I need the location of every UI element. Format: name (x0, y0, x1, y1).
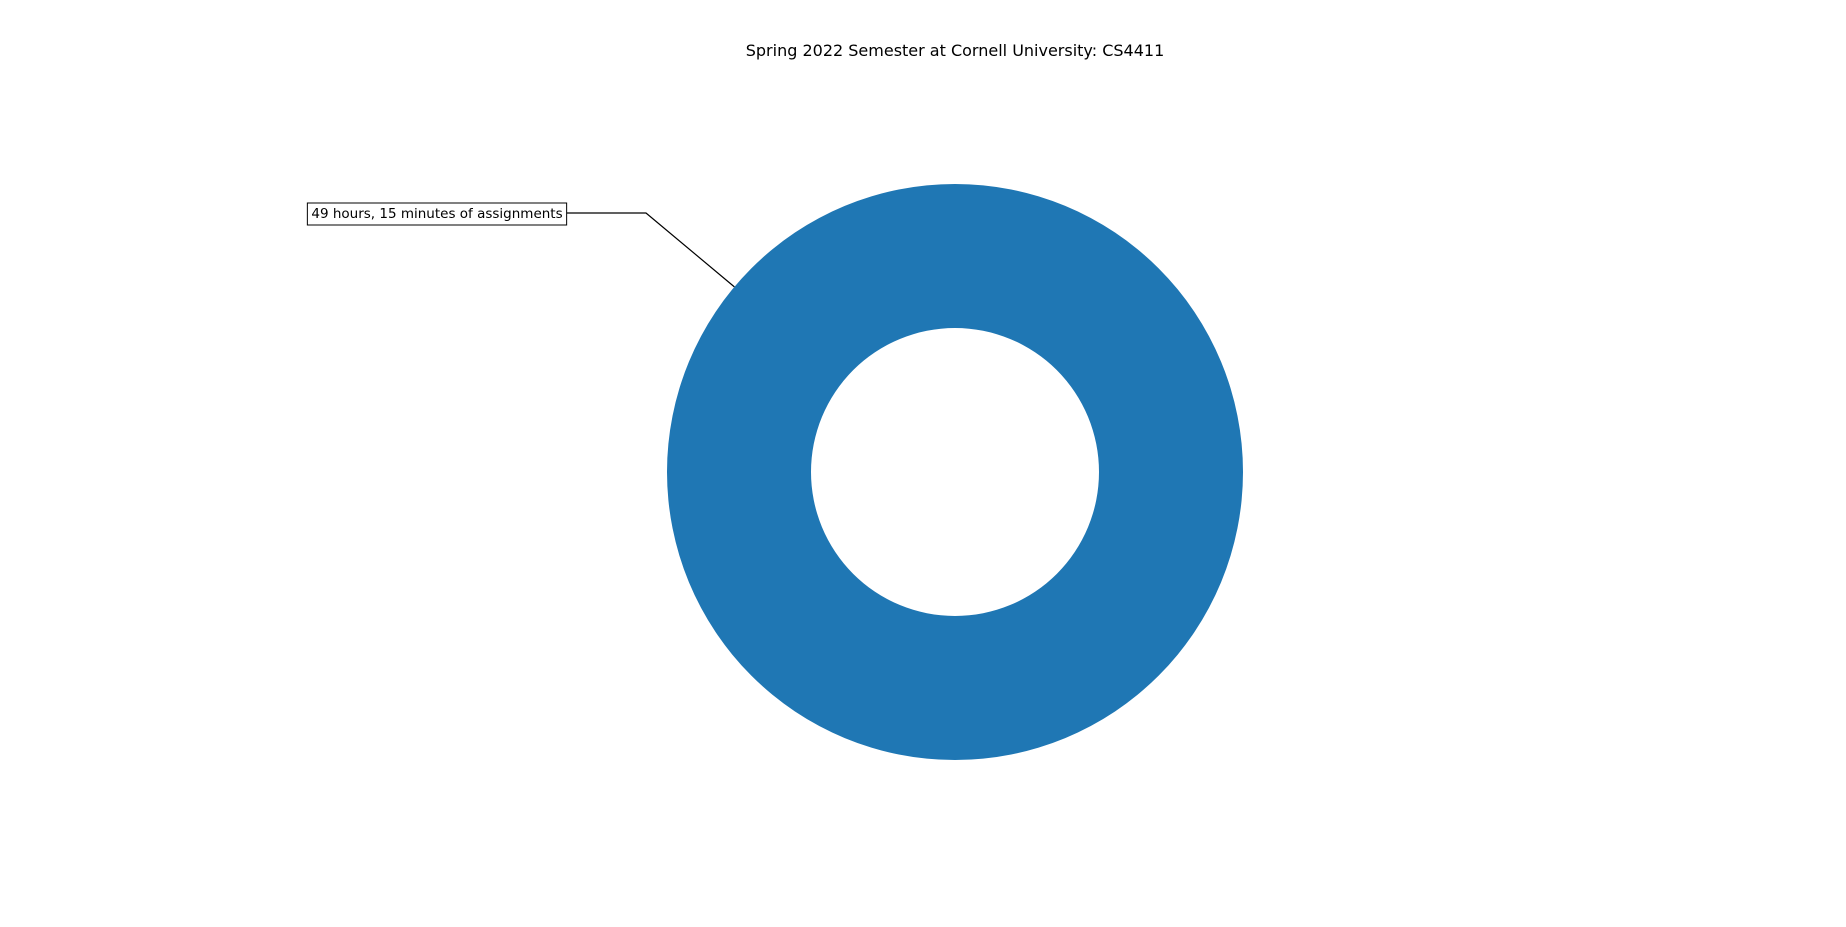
slice-annotations: 49 hours, 15 minutes of assignments (306, 202, 735, 288)
donut-slice (667, 184, 1243, 760)
chart-title: Spring 2022 Semester at Cornell Universi… (746, 41, 1165, 60)
slice-leader-line (566, 212, 735, 288)
donut-slices (667, 184, 1243, 760)
slice-label-box (306, 202, 568, 226)
slice-label: 49 hours, 15 minutes of assignments (311, 206, 562, 222)
